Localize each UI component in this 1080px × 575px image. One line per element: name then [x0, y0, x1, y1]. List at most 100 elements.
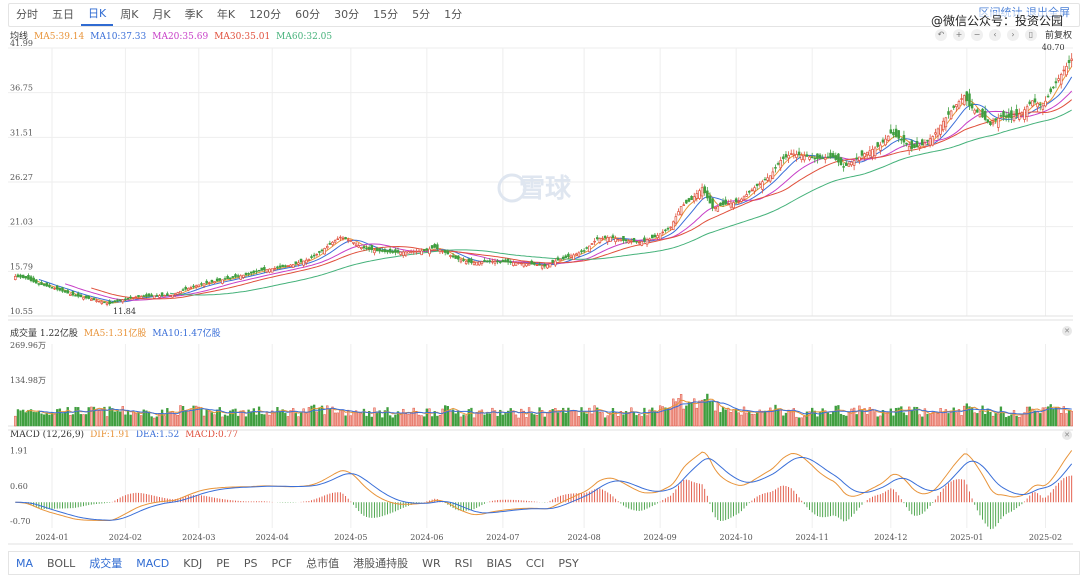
- indicator-tab-8[interactable]: 总市值: [306, 557, 340, 570]
- period-tab-12[interactable]: 1分: [444, 8, 463, 21]
- x-tick-6: 2024-07: [486, 533, 519, 542]
- volume-bar: [577, 416, 581, 427]
- volume-bar: [850, 408, 853, 427]
- period-tab-5[interactable]: 季K: [184, 8, 203, 21]
- volume-bar: [176, 414, 179, 427]
- volume-bar: [831, 410, 835, 427]
- period-tab-6[interactable]: 年K: [216, 8, 236, 21]
- candle-body: [242, 274, 245, 278]
- volume-bar: [145, 410, 148, 427]
- volume-bar: [761, 410, 764, 427]
- x-tick-11: 2024-12: [874, 533, 907, 542]
- indicator-tab-13[interactable]: CCI: [525, 556, 545, 570]
- candle-body: [475, 261, 478, 266]
- candle-body: [21, 274, 25, 278]
- period-tab-3[interactable]: 周K: [120, 8, 139, 21]
- candle-body: [312, 254, 316, 257]
- period-tab-10[interactable]: 15分: [373, 8, 399, 21]
- fullscreen-icon[interactable]: ▯: [1024, 28, 1037, 41]
- indicator-tab-6[interactable]: PS: [243, 556, 258, 570]
- candle-body: [1070, 58, 1073, 61]
- period-tab-4[interactable]: 月K: [152, 8, 171, 21]
- candle-body: [108, 300, 111, 304]
- period-tab-1[interactable]: 五日: [52, 8, 74, 21]
- volume-bar: [315, 411, 318, 427]
- candle-body: [215, 278, 219, 282]
- period-tab-11[interactable]: 5分: [412, 8, 431, 21]
- volume-bar: [483, 414, 486, 427]
- volume-bar: [970, 407, 974, 427]
- candle-body: [873, 147, 877, 157]
- wechat-watermark: @微信公众号：投资公园: [930, 12, 1063, 29]
- volume-bar: [887, 412, 890, 427]
- candle-body: [949, 110, 953, 120]
- zoom-out-icon[interactable]: −: [970, 28, 983, 41]
- volume-bar: [902, 412, 906, 427]
- volume-bar: [774, 404, 777, 427]
- volume-bar: [331, 406, 334, 427]
- volume-bar: [446, 406, 449, 427]
- indicator-tab-10[interactable]: WR: [422, 556, 441, 570]
- candle-body: [1002, 111, 1005, 117]
- volume-bar: [252, 408, 256, 427]
- candle-body: [509, 261, 513, 263]
- scroll-left-icon[interactable]: ‹: [988, 28, 1001, 41]
- candle-body: [281, 264, 284, 268]
- volume-bar: [273, 411, 276, 427]
- volume-bar: [590, 413, 594, 427]
- candle-body: [687, 198, 691, 202]
- volume-bar: [150, 416, 153, 427]
- close-volume-icon[interactable]: ✕: [1062, 326, 1072, 336]
- candle-body: [800, 154, 803, 160]
- candle-body: [889, 129, 893, 134]
- undo-icon[interactable]: ↶: [934, 28, 947, 41]
- period-tab-2[interactable]: 日K: [81, 4, 114, 26]
- period-tab-7[interactable]: 120分: [249, 8, 282, 21]
- volume-bar: [627, 412, 630, 427]
- indicator-tab-2[interactable]: 成交量: [89, 557, 123, 570]
- price-adjust-select[interactable]: 前复权: [1044, 31, 1072, 41]
- candle-body: [341, 237, 345, 240]
- volume-max-tick: 269.96万: [10, 341, 46, 350]
- volume-bar: [808, 411, 811, 427]
- indicator-tab-5[interactable]: PE: [216, 556, 230, 570]
- legend-item-3: MA30:35.01: [214, 32, 271, 42]
- candle-body: [768, 175, 772, 182]
- indicator-tab-9[interactable]: 港股通持股: [353, 557, 409, 570]
- volume-bar: [984, 413, 987, 427]
- period-tab-9[interactable]: 30分: [334, 8, 360, 21]
- candle-body: [952, 105, 955, 108]
- volume-bar: [423, 416, 426, 427]
- candle-body: [745, 194, 748, 197]
- volume-bar: [37, 410, 41, 427]
- indicator-tab-11[interactable]: RSI: [454, 556, 473, 570]
- period-tab-8[interactable]: 60分: [295, 8, 321, 21]
- candle-body: [973, 109, 976, 114]
- candle-body: [1057, 78, 1060, 81]
- candle-body: [428, 248, 431, 255]
- period-tab-0[interactable]: 分时: [16, 8, 38, 21]
- indicator-tab-7[interactable]: PCF: [271, 556, 293, 570]
- indicator-tab-12[interactable]: BIAS: [486, 556, 512, 570]
- candle-body: [365, 247, 368, 250]
- indicator-tab-4[interactable]: KDJ: [183, 556, 203, 570]
- close-macd-icon[interactable]: ✕: [1062, 430, 1072, 440]
- candle-body: [782, 156, 785, 160]
- candle-body: [666, 227, 670, 230]
- volume-bar: [868, 407, 872, 427]
- zoom-in-icon[interactable]: +: [952, 28, 965, 41]
- indicator-tab-3[interactable]: MACD: [136, 556, 170, 570]
- volume-bar: [976, 413, 979, 427]
- scroll-right-icon[interactable]: ›: [1006, 28, 1019, 41]
- indicator-tab-14[interactable]: PSY: [558, 556, 579, 570]
- volume-bar: [928, 414, 932, 427]
- candle-body: [100, 301, 104, 304]
- indicator-tab-0[interactable]: MA: [16, 556, 34, 570]
- candle-body: [881, 139, 885, 143]
- volume-bar: [126, 410, 130, 427]
- volume-bar: [997, 413, 1000, 427]
- volume-bar: [105, 416, 109, 427]
- indicator-tab-1[interactable]: BOLL: [47, 556, 76, 570]
- volume-bar: [989, 412, 992, 427]
